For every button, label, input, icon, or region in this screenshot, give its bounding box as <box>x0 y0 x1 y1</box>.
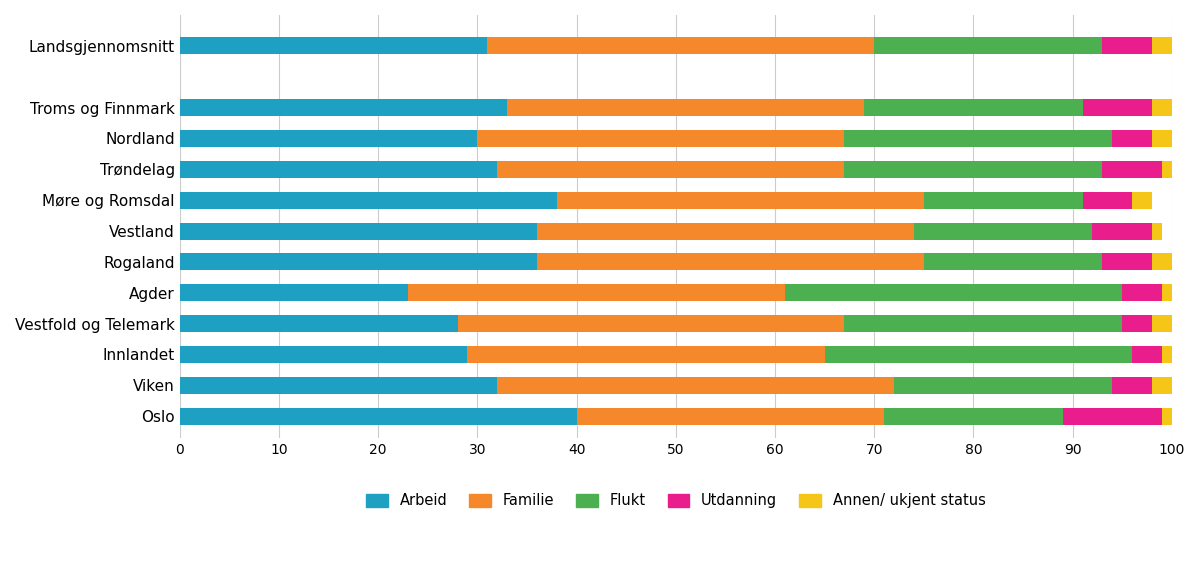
Legend: Arbeid, Familie, Flukt, Utdanning, Annen/ ukjent status: Arbeid, Familie, Flukt, Utdanning, Annen… <box>360 487 991 514</box>
Bar <box>1132 346 1162 363</box>
Bar <box>180 408 576 425</box>
Bar <box>1132 192 1152 209</box>
Bar <box>180 130 478 147</box>
Bar <box>180 192 557 209</box>
Bar <box>180 161 497 178</box>
Bar <box>1103 37 1152 54</box>
Bar <box>874 37 1103 54</box>
Bar <box>785 284 1122 301</box>
Bar <box>1082 99 1152 116</box>
Bar <box>1063 408 1162 425</box>
Bar <box>180 37 487 54</box>
Bar <box>536 223 914 240</box>
Bar <box>180 223 536 240</box>
Bar <box>1122 284 1162 301</box>
Bar <box>1103 253 1152 270</box>
Bar <box>557 192 924 209</box>
Bar <box>1092 223 1152 240</box>
Bar <box>1152 223 1162 240</box>
Bar <box>884 408 1063 425</box>
Bar <box>1162 284 1172 301</box>
Bar <box>864 99 1082 116</box>
Bar <box>1152 315 1172 332</box>
Bar <box>894 377 1112 394</box>
Bar <box>1152 37 1172 54</box>
Bar <box>408 284 785 301</box>
Bar <box>1152 99 1172 116</box>
Bar <box>1122 315 1152 332</box>
Bar <box>478 130 845 147</box>
Bar <box>497 161 845 178</box>
Bar <box>1103 161 1162 178</box>
Bar <box>845 161 1103 178</box>
Bar <box>1112 377 1152 394</box>
Bar <box>1162 346 1172 363</box>
Bar <box>180 284 408 301</box>
Bar <box>497 377 894 394</box>
Bar <box>1162 161 1172 178</box>
Bar <box>845 315 1122 332</box>
Bar <box>180 99 508 116</box>
Bar <box>1162 408 1172 425</box>
Bar <box>824 346 1132 363</box>
Bar <box>1152 130 1172 147</box>
Bar <box>180 346 468 363</box>
Bar <box>1152 377 1172 394</box>
Bar <box>924 253 1103 270</box>
Bar <box>1152 253 1172 270</box>
Bar <box>924 192 1082 209</box>
Bar <box>536 253 924 270</box>
Bar <box>508 99 864 116</box>
Bar <box>1112 130 1152 147</box>
Bar <box>487 37 874 54</box>
Bar <box>845 130 1112 147</box>
Bar <box>180 377 497 394</box>
Bar <box>457 315 845 332</box>
Bar <box>914 223 1092 240</box>
Bar <box>1082 192 1132 209</box>
Bar <box>180 315 457 332</box>
Bar <box>576 408 884 425</box>
Bar <box>468 346 824 363</box>
Bar <box>180 253 536 270</box>
